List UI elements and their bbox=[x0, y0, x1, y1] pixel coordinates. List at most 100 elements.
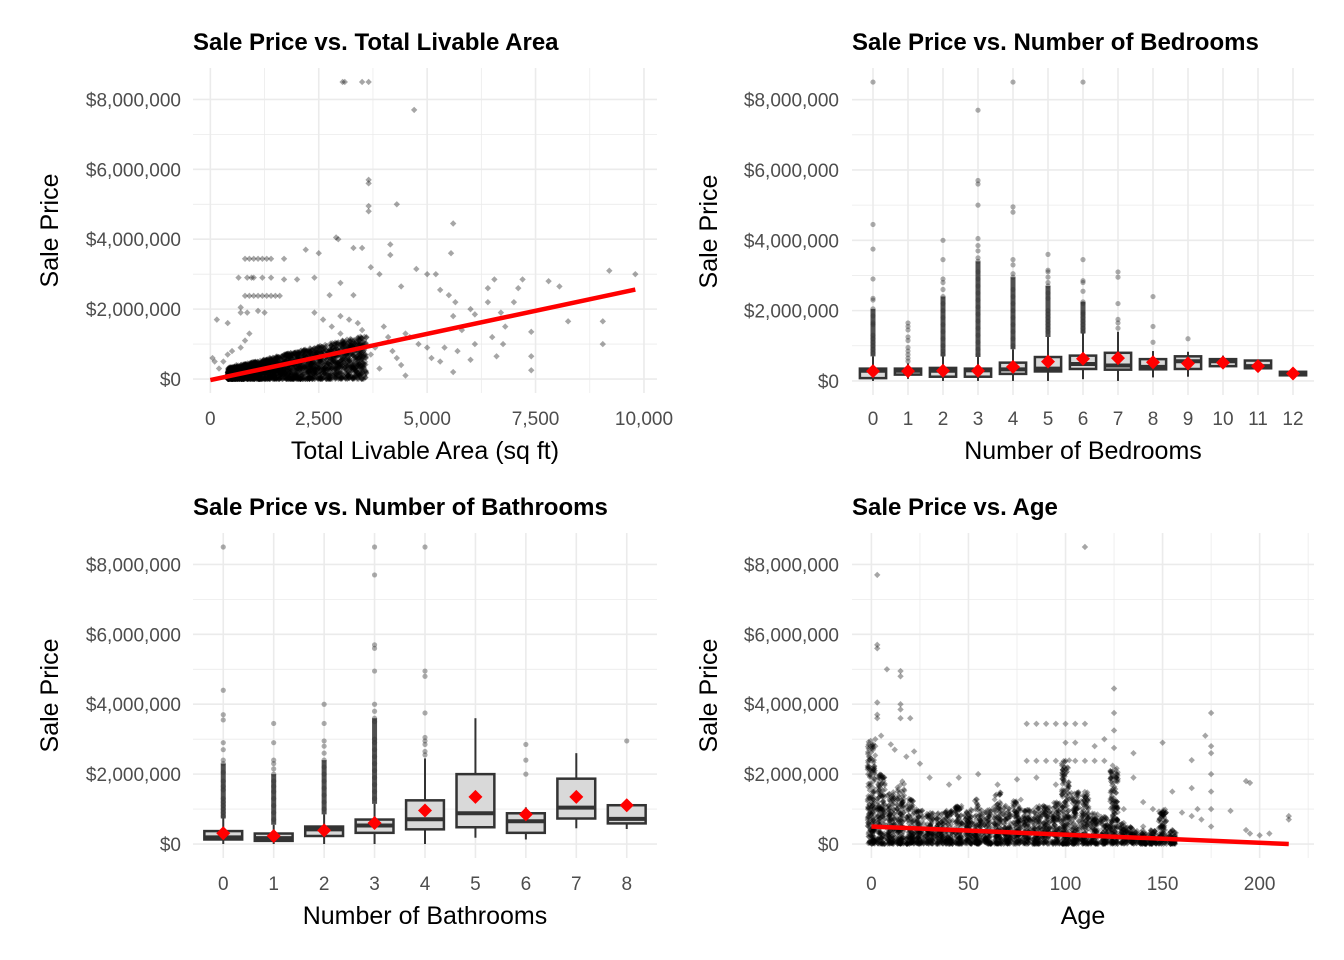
data-point bbox=[264, 358, 271, 365]
data-point bbox=[332, 359, 339, 366]
data-point bbox=[272, 376, 279, 383]
data-point bbox=[352, 354, 359, 361]
data-point bbox=[275, 376, 282, 383]
data-point bbox=[250, 373, 257, 380]
data-point bbox=[227, 367, 234, 374]
data-point bbox=[471, 311, 479, 318]
data-point bbox=[449, 220, 457, 227]
y-axis-label: Sale Price bbox=[695, 639, 723, 753]
data-point bbox=[352, 368, 359, 375]
data-point bbox=[254, 361, 261, 368]
outlier-point bbox=[321, 750, 327, 756]
data-point bbox=[236, 376, 243, 383]
outlier-point bbox=[975, 202, 981, 208]
data-point bbox=[294, 365, 301, 372]
outlier-point bbox=[523, 757, 529, 763]
data-point bbox=[270, 367, 277, 374]
data-point bbox=[248, 360, 255, 367]
data-point bbox=[287, 372, 294, 379]
data-point bbox=[329, 355, 336, 362]
data-point bbox=[320, 366, 327, 373]
data-point bbox=[347, 338, 354, 345]
data-point bbox=[292, 365, 299, 372]
data-point bbox=[510, 298, 518, 306]
data-point bbox=[237, 376, 244, 383]
data-point bbox=[294, 350, 301, 357]
data-point bbox=[323, 342, 330, 349]
data-point bbox=[245, 364, 252, 371]
outlier-point bbox=[1150, 323, 1156, 330]
data-point bbox=[344, 376, 351, 383]
data-point bbox=[356, 371, 363, 378]
data-point bbox=[336, 341, 343, 348]
data-point bbox=[269, 373, 276, 380]
data-point bbox=[345, 362, 352, 369]
data-point bbox=[244, 376, 251, 383]
outlier-point bbox=[1115, 325, 1121, 331]
x-tick-label: 4 bbox=[420, 874, 431, 895]
data-point bbox=[329, 359, 336, 366]
data-point bbox=[297, 366, 304, 373]
outlier-point bbox=[1010, 262, 1016, 268]
data-point bbox=[337, 279, 344, 287]
data-point bbox=[452, 298, 459, 306]
data-point bbox=[358, 340, 365, 347]
outlier-point bbox=[371, 668, 378, 674]
data-point bbox=[330, 344, 337, 351]
data-point bbox=[234, 364, 241, 371]
data-point bbox=[362, 351, 369, 358]
data-point bbox=[300, 347, 307, 354]
data-point bbox=[265, 358, 272, 365]
data-point bbox=[357, 335, 364, 342]
data-point bbox=[308, 350, 315, 357]
data-point bbox=[339, 362, 346, 369]
data-point bbox=[231, 376, 238, 383]
y-tick-label: $8,000,000 bbox=[86, 90, 181, 111]
data-point bbox=[317, 364, 324, 371]
outlier-point bbox=[870, 276, 876, 282]
data-point bbox=[244, 376, 251, 383]
data-point bbox=[243, 362, 250, 369]
data-point bbox=[266, 375, 273, 382]
x-tick-label: 50 bbox=[958, 874, 979, 895]
data-point bbox=[254, 358, 261, 365]
data-point bbox=[337, 330, 344, 337]
data-point bbox=[340, 340, 347, 347]
data-point bbox=[312, 365, 319, 372]
outlier-point bbox=[271, 720, 277, 727]
data-point bbox=[252, 359, 259, 366]
data-point bbox=[271, 376, 278, 383]
data-point bbox=[320, 345, 327, 352]
data-point bbox=[274, 370, 281, 377]
data-point bbox=[328, 342, 335, 349]
data-point bbox=[296, 352, 303, 359]
data-point bbox=[273, 370, 280, 377]
box-5 bbox=[1033, 251, 1063, 381]
data-point bbox=[317, 374, 324, 381]
x-tick-label: 2,500 bbox=[295, 409, 343, 430]
outlier-point bbox=[371, 701, 378, 707]
data-point bbox=[447, 250, 455, 257]
data-point bbox=[264, 375, 271, 382]
x-tick-label: 7 bbox=[1113, 409, 1124, 430]
panel-3: Sale Price vs. Number of Bathrooms$0$2,0… bbox=[36, 494, 657, 930]
data-point bbox=[1017, 796, 1024, 803]
data-point bbox=[302, 362, 309, 369]
data-point bbox=[499, 340, 507, 348]
outlier-point bbox=[422, 668, 428, 674]
data-point bbox=[292, 364, 299, 371]
data-point bbox=[332, 370, 339, 377]
data-point bbox=[346, 352, 353, 359]
data-point bbox=[346, 372, 353, 379]
data-point bbox=[303, 366, 310, 373]
data-point bbox=[305, 373, 312, 380]
data-point bbox=[349, 362, 356, 369]
data-point bbox=[282, 355, 289, 362]
y-tick-label: $4,000,000 bbox=[744, 231, 839, 252]
data-point bbox=[236, 376, 243, 383]
data-point bbox=[334, 362, 341, 369]
y-tick-label: $0 bbox=[818, 372, 839, 393]
data-point bbox=[432, 270, 440, 278]
data-point bbox=[342, 362, 349, 369]
data-point bbox=[220, 358, 227, 365]
